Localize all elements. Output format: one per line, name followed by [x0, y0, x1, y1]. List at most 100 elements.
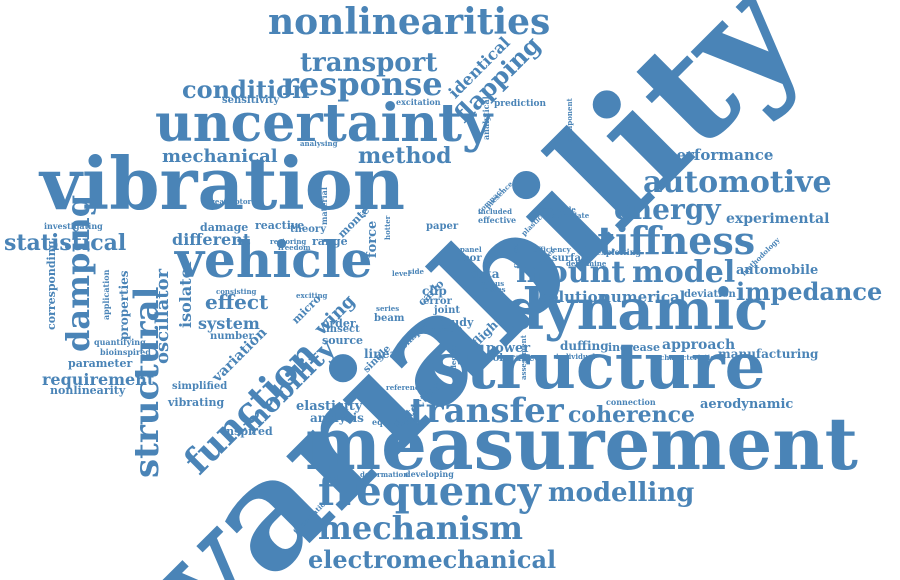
word-moment: moment [430, 325, 463, 334]
word-clip: clip [422, 284, 447, 298]
word-tolerance: tolerance [488, 353, 541, 364]
word-analysing: analysing [300, 139, 338, 148]
word-exploiting: exploiting [596, 247, 642, 257]
word-approach: approach [662, 337, 736, 353]
word-component: component [565, 98, 574, 142]
word-beam: beam [374, 313, 405, 324]
word-automobile: automobile [736, 263, 819, 278]
word-number: number [210, 331, 254, 342]
word-stimulate: stimulate [552, 211, 590, 220]
word-prediction: prediction [494, 99, 547, 109]
word-reference: reference [386, 383, 424, 392]
word-modelling: modelling [548, 478, 695, 508]
word-method: method [358, 143, 452, 169]
word-coherence: coherence [568, 402, 696, 428]
word-performance: performance [666, 146, 774, 164]
word-mount: mount [516, 255, 626, 290]
word-manufacturing: manufacturing [718, 347, 819, 361]
word-hotter: hotter [383, 215, 392, 240]
word-power: power [486, 341, 531, 356]
word-quantifying: quantifying [94, 337, 146, 347]
word-bioinspired: bioinspired [100, 347, 151, 357]
word-source: source [322, 334, 364, 347]
word-parameter: parameter [68, 357, 133, 370]
word-application: application [101, 269, 111, 320]
word-panel: panel [460, 245, 482, 254]
word-characteristic: characteristic [660, 353, 715, 362]
word-sensitivity: sensitivity [222, 95, 280, 106]
word-force: force [365, 220, 380, 258]
word-elasticity: elasticity [296, 399, 363, 414]
word-automotive: automotive [643, 165, 832, 200]
word-transport: transport [300, 48, 438, 78]
word-equivalent: equivalent [372, 417, 420, 427]
word-analytical: analytical [481, 96, 491, 140]
word-connection: connection [606, 397, 656, 407]
word-insect: insect [326, 324, 360, 335]
word-impedance: impedance [736, 277, 883, 306]
word-response: response [282, 65, 443, 103]
word-minus: minus [480, 279, 505, 288]
word-side: side [408, 267, 424, 276]
word-losses: losses [482, 285, 506, 294]
word-vibration: vibration [40, 141, 406, 226]
word-uncertainty: uncertainty [155, 93, 493, 154]
word-restoring: restoring [270, 237, 307, 246]
word-efficiency: efficiency [533, 245, 571, 254]
word-gearmotor: gearmotor [210, 197, 252, 206]
word-volume: volume [359, 189, 368, 218]
word-nonlinearity: nonlinearity [50, 384, 126, 397]
word-duffing: duffing [560, 339, 609, 353]
word-error: error [423, 296, 452, 307]
word-vehicle: vehicle [175, 230, 373, 289]
word-effective: effective [478, 215, 517, 225]
word-damping: damping [59, 194, 97, 352]
word-system: system [198, 314, 260, 333]
word-joint: joint [434, 305, 460, 316]
word-linear: linear [364, 347, 404, 361]
word-mechanism: mechanism [318, 509, 523, 547]
word-requirement: requirement [42, 370, 155, 389]
word-deviation: deviation [684, 289, 736, 300]
word-numerical: numerical [600, 288, 686, 306]
word-theory: theory [290, 224, 327, 235]
word-condition: condition [182, 75, 310, 104]
word-dynamic: dynamic [505, 277, 769, 343]
word-order: order [322, 317, 356, 330]
word-amplitude: amplitude [536, 205, 576, 214]
word-included: included [478, 207, 513, 216]
word-degree: degree [449, 343, 458, 370]
word-model: model [632, 255, 736, 290]
word-investigating: investigating [44, 221, 103, 231]
word-statistical: statistical [4, 230, 127, 256]
word-reactive: reactive [255, 219, 305, 232]
word-structure: structure [430, 329, 766, 404]
word-corresponding: corresponding [45, 240, 58, 330]
word-properties: properties [117, 270, 131, 340]
word-aerodynamic: aerodynamic [700, 397, 794, 412]
word-inspired: inspired [222, 425, 273, 438]
word-level: level [392, 269, 411, 278]
word-experimental: experimental [726, 211, 830, 227]
word-developing: developing [405, 469, 454, 479]
word-simplified: simplified [172, 381, 228, 392]
word-damage: damage [200, 221, 249, 234]
word-solution: solution [540, 288, 609, 306]
word-freedom: freedom [278, 243, 311, 252]
word-individual: individual [556, 352, 596, 361]
word-vibrating: vibrating [168, 396, 225, 409]
word-data: data [470, 267, 500, 281]
word-consisting: consisting [216, 287, 257, 296]
word-range: range [312, 235, 348, 248]
word-curved: curved [511, 241, 520, 268]
word-isolator: isolator [176, 259, 195, 328]
word-door: door [456, 253, 482, 264]
word-deformation: deformation [360, 470, 409, 479]
word-increase: increase [608, 341, 660, 354]
word-transfer: transfer [410, 391, 564, 431]
word-series: series [376, 304, 400, 313]
word-nonlinearities: nonlinearities [268, 1, 551, 43]
word-energy: energy [614, 193, 721, 226]
word-effect: effect [205, 290, 269, 314]
